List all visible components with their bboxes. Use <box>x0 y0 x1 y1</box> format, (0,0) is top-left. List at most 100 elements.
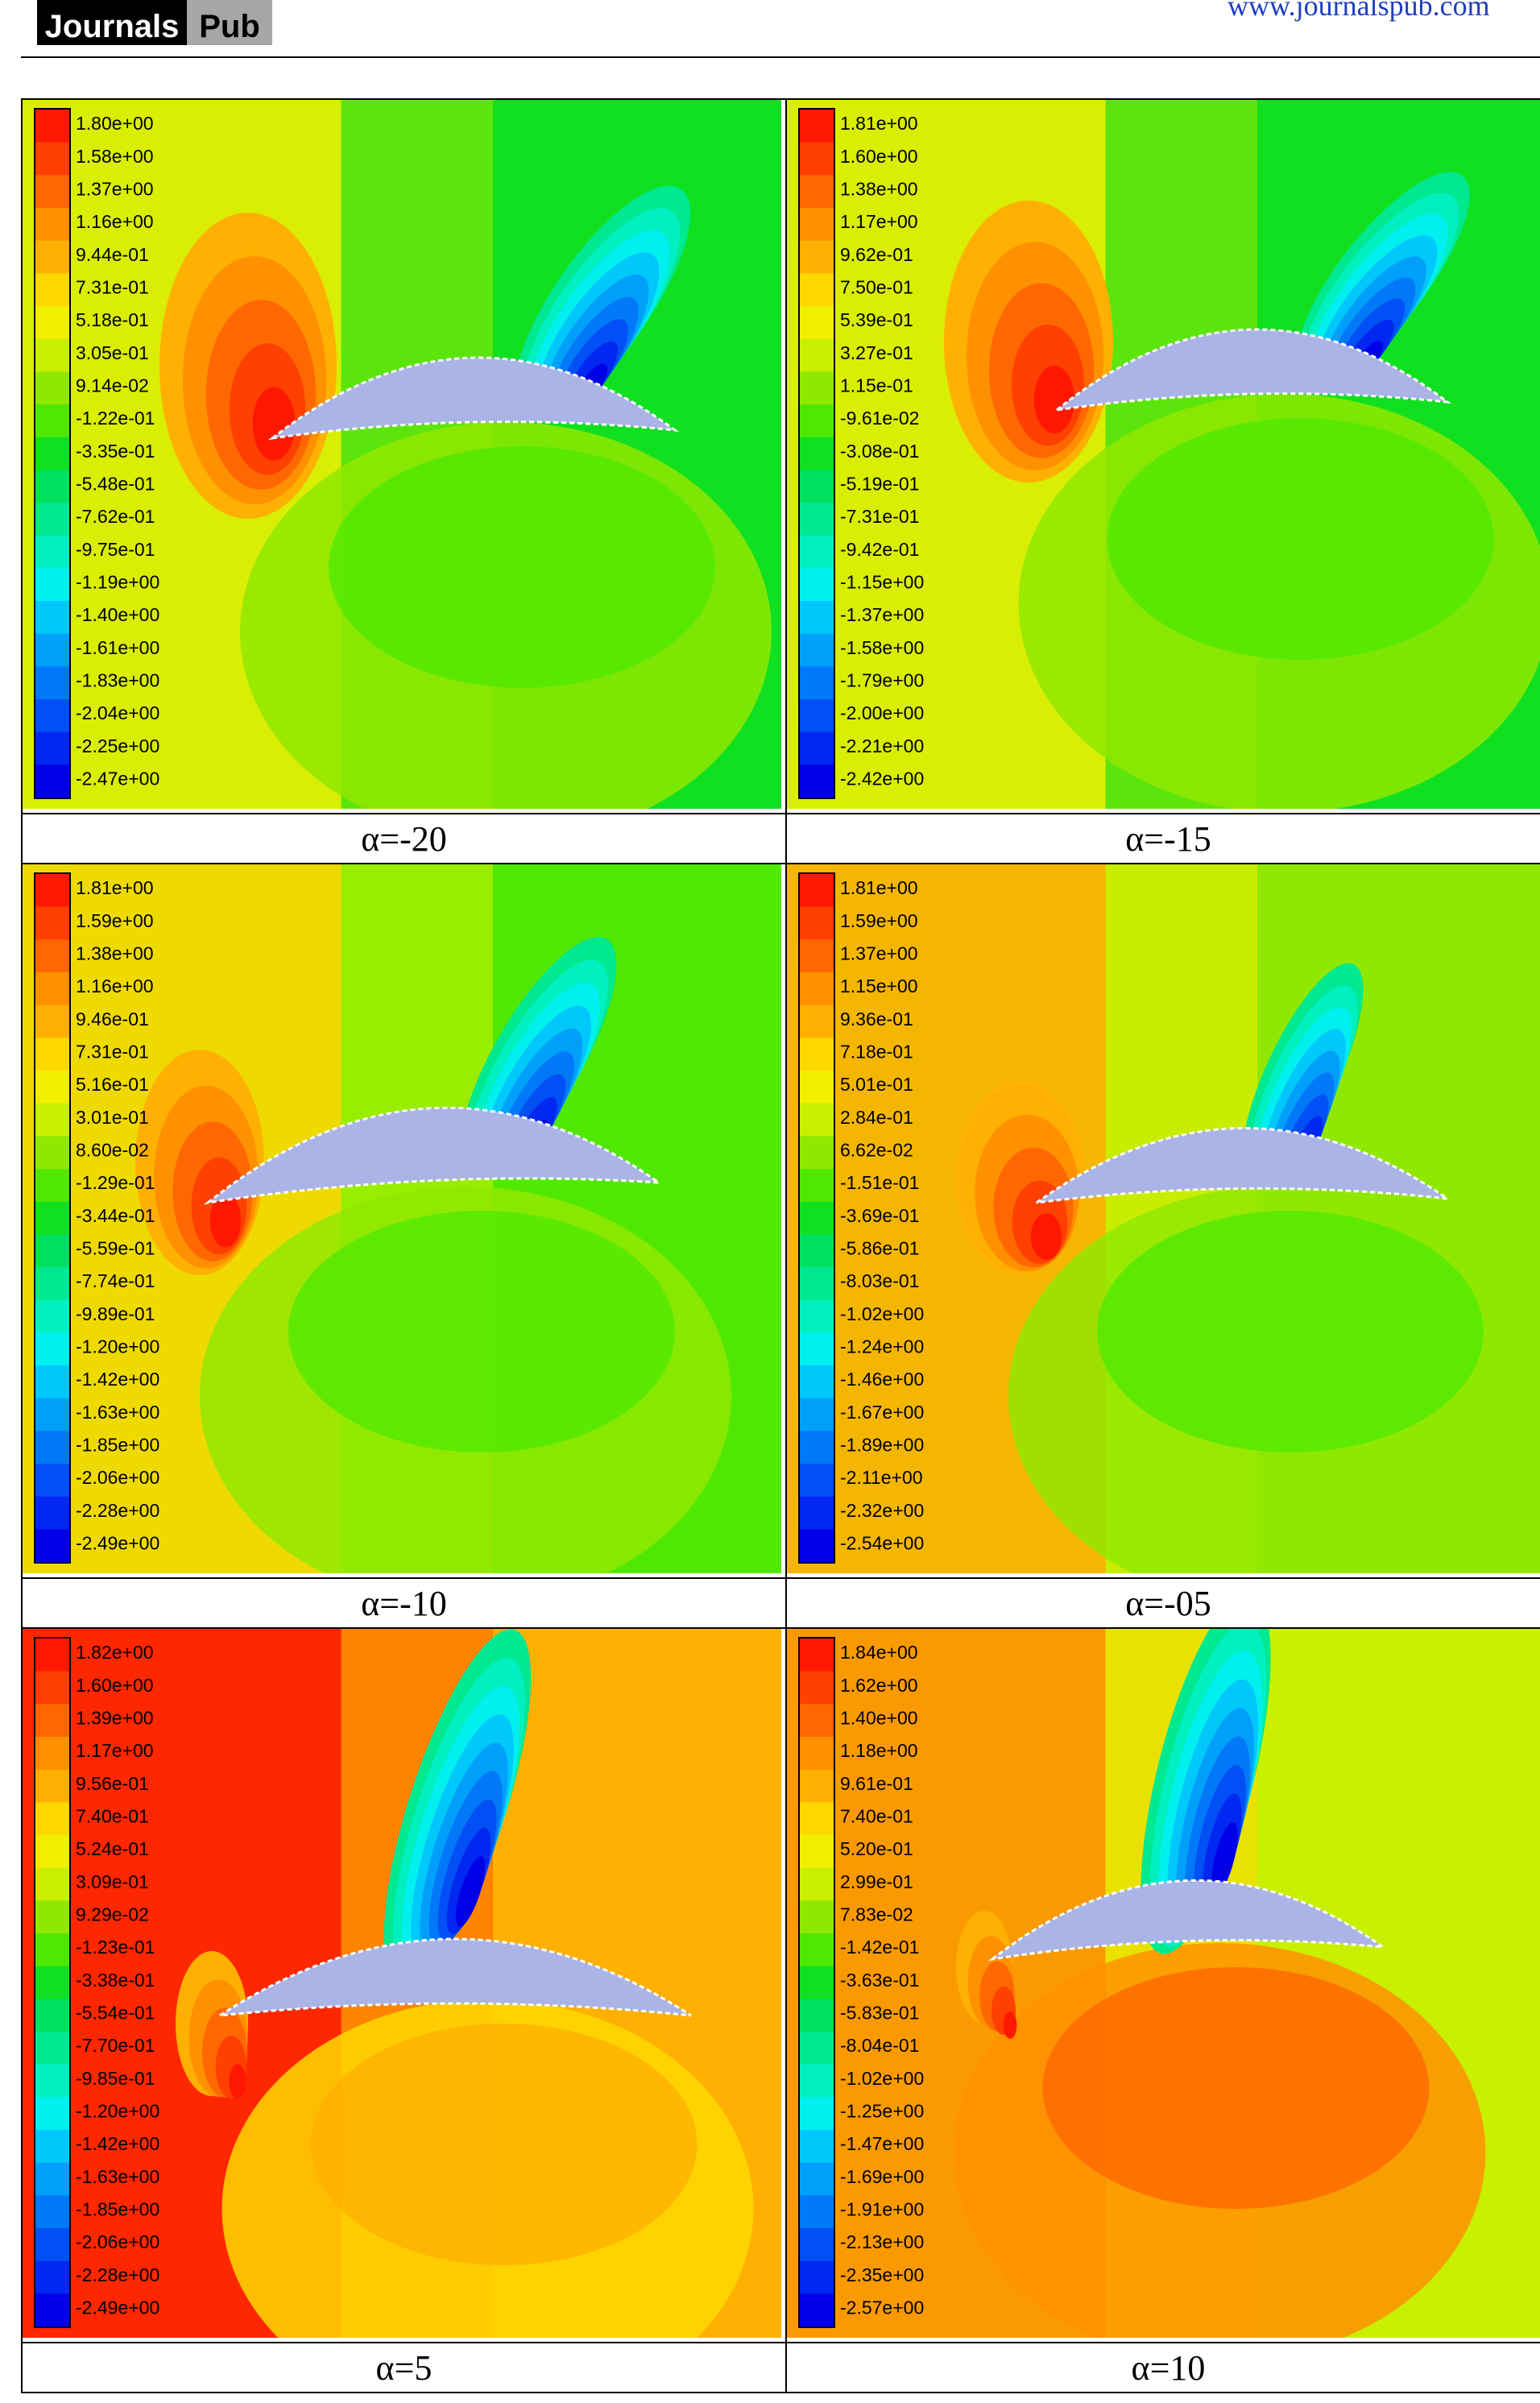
colorbar-tick-label: 1.17e+00 <box>76 1740 154 1761</box>
airfoil-shape <box>1052 328 1452 412</box>
colorbar-swatch <box>35 1103 69 1137</box>
colorbar-tick-label: -2.47e+00 <box>76 769 159 789</box>
colorbar-tick-label: -2.35e+00 <box>840 2264 924 2285</box>
colorbar-swatch <box>35 874 69 908</box>
colorbar-swatch <box>799 666 834 700</box>
colorbar-swatch <box>35 1038 69 1071</box>
colorbar-swatch <box>799 1737 834 1771</box>
journal-logo: Journals Pub <box>37 0 272 45</box>
stagnation-pressure-contour <box>1030 1213 1062 1260</box>
colorbar-tick-label: 9.29e-02 <box>76 1904 149 1925</box>
colorbar-swatch <box>799 1398 834 1431</box>
colorbar-swatch <box>35 1529 69 1563</box>
contour-plot-alpha-10: 1.84e+00 1.62e+00 1.40e+00 1.18e+00 9.61e-01… <box>786 1629 1540 2338</box>
colorbar-tick-label: -1.23e-01 <box>76 1937 155 1958</box>
colorbar-tick-label: -2.21e+00 <box>840 735 924 756</box>
colorbar-swatch <box>799 273 834 307</box>
colorbar-swatch <box>35 1005 69 1038</box>
colorbar-swatch <box>35 699 69 733</box>
contour-plot-alpha-neg20: 1.80e+00 1.58e+00 1.37e+00 1.16e+00 9.44e-01… <box>23 100 781 809</box>
colorbar-swatch <box>799 1529 834 1563</box>
colorbar-tick-label: -3.44e-01 <box>76 1205 155 1226</box>
colorbar-tick-label: -2.13e+00 <box>840 2231 924 2252</box>
colorbar-swatch <box>35 273 69 307</box>
plot-cell: 1.84e+00 1.62e+00 1.40e+00 1.18e+00 9.61e-01… <box>784 1627 1540 2343</box>
colorbar-tick-label: 1.17e+00 <box>840 211 918 232</box>
colorbar-tick-label: -2.42e+00 <box>840 769 924 789</box>
colorbar-swatch <box>35 601 69 635</box>
colorbar-swatch <box>799 142 834 176</box>
colorbar-tick-label: -9.75e-01 <box>76 539 155 560</box>
colorbar-swatch <box>799 1299 834 1333</box>
colorbar-tick-label: -1.79e+00 <box>840 670 924 691</box>
colorbar-swatch <box>35 2064 69 2098</box>
colorbar-tick-label: 5.39e-01 <box>840 309 913 330</box>
colorbar-tick-label: -2.57e+00 <box>840 2297 924 2318</box>
colorbar-swatch <box>35 2260 69 2294</box>
colorbar-swatch <box>799 1201 834 1235</box>
colorbar-swatch <box>35 666 69 700</box>
colorbar-swatch <box>35 535 69 569</box>
plot-cell: 1.80e+00 1.58e+00 1.37e+00 1.16e+00 9.44e-01… <box>21 98 787 814</box>
colorbar-tick-label: 1.60e+00 <box>840 146 918 167</box>
colorbar-tick-label: 1.60e+00 <box>76 1675 154 1696</box>
colorbar-swatch <box>35 568 69 602</box>
colorbar-swatch <box>799 1867 834 1901</box>
colorbar-swatch <box>35 1267 69 1301</box>
colorbar-tick-label: -7.31e-01 <box>840 506 919 527</box>
colorbar-tick-label: 9.56e-01 <box>76 1773 149 1794</box>
lower-pressure-core <box>329 446 715 688</box>
colorbar-swatch <box>35 175 69 209</box>
panel-caption: α=10 <box>784 2342 1540 2393</box>
colorbar-swatch <box>35 371 69 405</box>
panel-caption: α=-05 <box>784 1577 1540 1629</box>
colorbar-tick-label: 5.20e-01 <box>840 1838 913 1859</box>
colorbar-tick-label: 9.46e-01 <box>76 1009 149 1030</box>
colorbar-tick-label: 1.15e-01 <box>840 375 913 396</box>
lower-pressure-core <box>1107 418 1494 660</box>
airfoil-shape <box>219 1937 692 2017</box>
colorbar-tick-label: -1.37e+00 <box>840 604 924 625</box>
colorbar-tick-label: -1.67e+00 <box>840 1402 924 1423</box>
header-divider <box>21 56 1540 58</box>
colorbar-tick-label: 1.18e+00 <box>840 1740 918 1761</box>
colorbar-swatch <box>35 972 69 1006</box>
colorbar-legend: 1.81e+00 1.59e+00 1.37e+00 1.15e+00 9.36e-01… <box>797 872 924 1564</box>
colorbar-tick-label: -1.42e-01 <box>840 1937 919 1958</box>
colorbar-swatch <box>799 2097 834 2131</box>
colorbar-swatch <box>35 1299 69 1333</box>
colorbar-tick-label: -1.20e+00 <box>76 2101 159 2122</box>
colorbar-tick-label: -2.28e+00 <box>76 2264 159 2285</box>
colorbar-tick-label: 1.59e+00 <box>840 910 918 931</box>
colorbar-swatch <box>799 2195 834 2229</box>
colorbar-tick-label: 5.18e-01 <box>76 309 149 330</box>
airfoil-shape <box>991 1879 1388 1961</box>
site-url-link[interactable]: www.journalspub.com <box>1227 0 1490 22</box>
colorbar-swatch <box>799 1431 834 1465</box>
colorbar-tick-label: -9.85e-01 <box>76 2068 155 2089</box>
colorbar-swatch <box>799 2032 834 2065</box>
panel-caption: α=5 <box>21 2342 787 2393</box>
stagnation-pressure-contour <box>229 2064 246 2099</box>
colorbar-tick-label: 1.82e+00 <box>76 1642 154 1663</box>
colorbar-swatch <box>799 1900 834 1934</box>
colorbar-swatch <box>799 1136 834 1170</box>
colorbar-swatch <box>799 2228 834 2262</box>
stagnation-pressure-contour <box>209 1193 242 1248</box>
colorbar-tick-label: -1.29e-01 <box>76 1172 155 1193</box>
colorbar-swatch <box>35 142 69 176</box>
colorbar-tick-label: 9.62e-01 <box>840 244 913 265</box>
colorbar-swatch <box>799 110 834 143</box>
colorbar-swatch <box>799 633 834 667</box>
colorbar-tick-label: -1.22e-01 <box>76 408 155 429</box>
colorbar-tick-label: 2.84e-01 <box>840 1107 913 1128</box>
colorbar-swatch <box>35 2228 69 2262</box>
colorbar-tick-label: -1.25e+00 <box>840 2101 924 2122</box>
lower-pressure-core <box>310 2024 698 2265</box>
colorbar-tick-label: -5.59e-01 <box>76 1238 155 1259</box>
colorbar-swatch <box>799 535 834 569</box>
colorbar-tick-label: 9.14e-02 <box>76 375 149 396</box>
colorbar-tick-label: 7.40e-01 <box>840 1806 913 1827</box>
colorbar-tick-label: -1.61e+00 <box>76 637 159 658</box>
colorbar-swatch <box>799 874 834 908</box>
